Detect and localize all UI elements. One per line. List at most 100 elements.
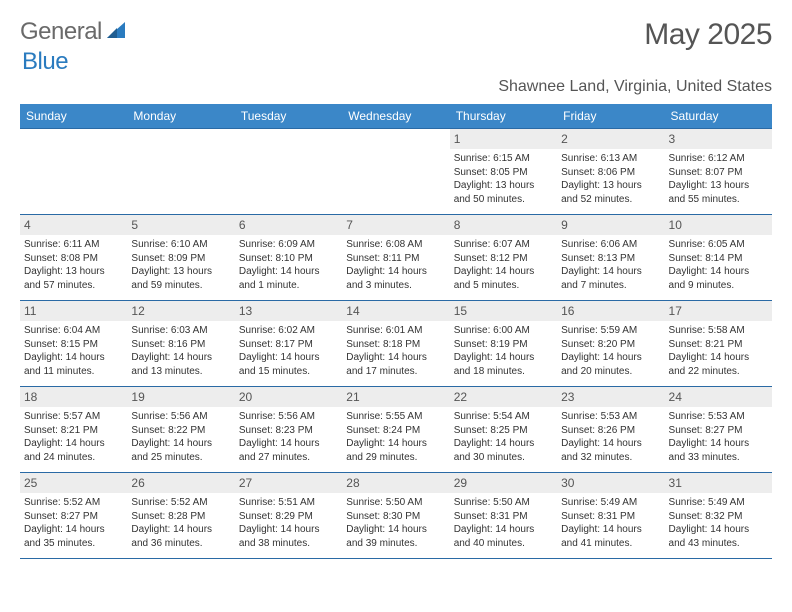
day-number: 2: [557, 129, 664, 149]
day-number: 25: [20, 473, 127, 493]
day-number: 19: [127, 387, 234, 407]
day-number: 17: [665, 301, 772, 321]
day-details: Sunrise: 5:54 AMSunset: 8:25 PMDaylight:…: [454, 410, 553, 464]
day-number: 24: [665, 387, 772, 407]
calendar-cell: [342, 129, 449, 215]
day-number: 21: [342, 387, 449, 407]
page-title: May 2025: [644, 18, 772, 52]
day-number: 7: [342, 215, 449, 235]
day-number: 23: [557, 387, 664, 407]
day-details: Sunrise: 5:53 AMSunset: 8:27 PMDaylight:…: [669, 410, 768, 464]
day-number: 5: [127, 215, 234, 235]
calendar-cell: 17 Sunrise: 5:58 AMSunset: 8:21 PMDayligh…: [665, 301, 772, 387]
day-details: Sunrise: 5:52 AMSunset: 8:28 PMDaylight:…: [131, 496, 230, 550]
day-details: Sunrise: 5:59 AMSunset: 8:20 PMDaylight:…: [561, 324, 660, 378]
weekday-header: Sunday: [20, 104, 127, 129]
day-details: Sunrise: 5:50 AMSunset: 8:31 PMDaylight:…: [454, 496, 553, 550]
calendar-cell: 28 Sunrise: 5:50 AMSunset: 8:30 PMDayligh…: [342, 473, 449, 559]
day-details: Sunrise: 5:49 AMSunset: 8:31 PMDaylight:…: [561, 496, 660, 550]
day-details: Sunrise: 6:13 AMSunset: 8:06 PMDaylight:…: [561, 152, 660, 206]
calendar-cell: 3Sunrise: 6:12 AMSunset: 8:07 PMDaylight…: [665, 129, 772, 215]
calendar-cell: 12 Sunrise: 6:03 AMSunset: 8:16 PMDayligh…: [127, 301, 234, 387]
day-details: Sunrise: 6:09 AMSunset: 8:10 PMDaylight:…: [239, 238, 338, 292]
weekday-header: Friday: [557, 104, 664, 129]
day-details: Sunrise: 6:01 AMSunset: 8:18 PMDaylight:…: [346, 324, 445, 378]
weekday-header: Saturday: [665, 104, 772, 129]
calendar-cell: 5 Sunrise: 6:10 AMSunset: 8:09 PMDaylight…: [127, 215, 234, 301]
calendar-cell: 20 Sunrise: 5:56 AMSunset: 8:23 PMDayligh…: [235, 387, 342, 473]
calendar-cell: 18 Sunrise: 5:57 AMSunset: 8:21 PMDayligh…: [20, 387, 127, 473]
day-details: Sunrise: 5:50 AMSunset: 8:30 PMDaylight:…: [346, 496, 445, 550]
calendar-cell: 29 Sunrise: 5:50 AMSunset: 8:31 PMDayligh…: [450, 473, 557, 559]
weekday-header-row: Sunday Monday Tuesday Wednesday Thursday…: [20, 104, 772, 129]
day-details: Sunrise: 5:49 AMSunset: 8:32 PMDaylight:…: [669, 496, 768, 550]
day-details: Sunrise: 5:58 AMSunset: 8:21 PMDaylight:…: [669, 324, 768, 378]
location-text: Shawnee Land, Virginia, United States: [20, 78, 772, 96]
day-number: 29: [450, 473, 557, 493]
day-number: 26: [127, 473, 234, 493]
calendar-cell: 4 Sunrise: 6:11 AMSunset: 8:08 PMDaylight…: [20, 215, 127, 301]
day-details: Sunrise: 6:10 AMSunset: 8:09 PMDaylight:…: [131, 238, 230, 292]
day-details: Sunrise: 5:56 AMSunset: 8:23 PMDaylight:…: [239, 410, 338, 464]
calendar-cell: 22 Sunrise: 5:54 AMSunset: 8:25 PMDayligh…: [450, 387, 557, 473]
day-details: Sunrise: 6:03 AMSunset: 8:16 PMDaylight:…: [131, 324, 230, 378]
day-details: Sunrise: 5:55 AMSunset: 8:24 PMDaylight:…: [346, 410, 445, 464]
calendar-cell: 10Sunrise: 6:05 AMSunset: 8:14 PMDayligh…: [665, 215, 772, 301]
day-number: 10: [665, 215, 772, 235]
calendar-cell: 26 Sunrise: 5:52 AMSunset: 8:28 PMDayligh…: [127, 473, 234, 559]
logo: General: [20, 18, 128, 46]
day-details: Sunrise: 6:06 AMSunset: 8:13 PMDaylight:…: [561, 238, 660, 292]
calendar-cell: 6 Sunrise: 6:09 AMSunset: 8:10 PMDaylight…: [235, 215, 342, 301]
day-number: 28: [342, 473, 449, 493]
calendar-row: 11 Sunrise: 6:04 AMSunset: 8:15 PMDayligh…: [20, 301, 772, 387]
calendar-body: 1Sunrise: 6:15 AMSunset: 8:05 PMDaylight…: [20, 129, 772, 559]
calendar-cell: 2 Sunrise: 6:13 AMSunset: 8:06 PMDaylight…: [557, 129, 664, 215]
day-number: 20: [235, 387, 342, 407]
day-number: 27: [235, 473, 342, 493]
day-number: 16: [557, 301, 664, 321]
weekday-header: Tuesday: [235, 104, 342, 129]
calendar-cell: 24 Sunrise: 5:53 AMSunset: 8:27 PMDayligh…: [665, 387, 772, 473]
day-details: Sunrise: 6:12 AMSunset: 8:07 PMDaylight:…: [669, 152, 768, 206]
calendar-cell: [127, 129, 234, 215]
calendar-cell: 11 Sunrise: 6:04 AMSunset: 8:15 PMDayligh…: [20, 301, 127, 387]
day-number: 15: [450, 301, 557, 321]
calendar-row: 18 Sunrise: 5:57 AMSunset: 8:21 PMDayligh…: [20, 387, 772, 473]
day-number: 13: [235, 301, 342, 321]
calendar-table: Sunday Monday Tuesday Wednesday Thursday…: [20, 104, 772, 559]
day-number: 6: [235, 215, 342, 235]
day-details: Sunrise: 6:08 AMSunset: 8:11 PMDaylight:…: [346, 238, 445, 292]
day-details: Sunrise: 6:07 AMSunset: 8:12 PMDaylight:…: [454, 238, 553, 292]
day-details: Sunrise: 5:51 AMSunset: 8:29 PMDaylight:…: [239, 496, 338, 550]
calendar-cell: 23 Sunrise: 5:53 AMSunset: 8:26 PMDayligh…: [557, 387, 664, 473]
calendar-cell: 15Sunrise: 6:00 AMSunset: 8:19 PMDayligh…: [450, 301, 557, 387]
calendar-cell: 30 Sunrise: 5:49 AMSunset: 8:31 PMDayligh…: [557, 473, 664, 559]
day-details: Sunrise: 6:04 AMSunset: 8:15 PMDaylight:…: [24, 324, 123, 378]
calendar-cell: 25Sunrise: 5:52 AMSunset: 8:27 PMDayligh…: [20, 473, 127, 559]
calendar-row: 1Sunrise: 6:15 AMSunset: 8:05 PMDaylight…: [20, 129, 772, 215]
day-number: 12: [127, 301, 234, 321]
day-number: 8: [450, 215, 557, 235]
weekday-header: Monday: [127, 104, 234, 129]
calendar-row: 4 Sunrise: 6:11 AMSunset: 8:08 PMDaylight…: [20, 215, 772, 301]
day-details: Sunrise: 6:15 AMSunset: 8:05 PMDaylight:…: [454, 152, 553, 206]
day-details: Sunrise: 6:11 AMSunset: 8:08 PMDaylight:…: [24, 238, 123, 292]
day-number: 14: [342, 301, 449, 321]
day-number: 9: [557, 215, 664, 235]
calendar-cell: 9 Sunrise: 6:06 AMSunset: 8:13 PMDaylight…: [557, 215, 664, 301]
calendar-cell: 1Sunrise: 6:15 AMSunset: 8:05 PMDaylight…: [450, 129, 557, 215]
header: General May 2025: [20, 18, 772, 52]
day-number: 31: [665, 473, 772, 493]
day-details: Sunrise: 6:02 AMSunset: 8:17 PMDaylight:…: [239, 324, 338, 378]
day-details: Sunrise: 5:57 AMSunset: 8:21 PMDaylight:…: [24, 410, 123, 464]
day-number: 4: [20, 215, 127, 235]
calendar-cell: 8 Sunrise: 6:07 AMSunset: 8:12 PMDaylight…: [450, 215, 557, 301]
logo-text-1: General: [20, 18, 102, 46]
day-details: Sunrise: 5:53 AMSunset: 8:26 PMDaylight:…: [561, 410, 660, 464]
day-number: 18: [20, 387, 127, 407]
calendar-cell: 16 Sunrise: 5:59 AMSunset: 8:20 PMDayligh…: [557, 301, 664, 387]
calendar-row: 25Sunrise: 5:52 AMSunset: 8:27 PMDayligh…: [20, 473, 772, 559]
day-number: 22: [450, 387, 557, 407]
day-number: 11: [20, 301, 127, 321]
day-number: 30: [557, 473, 664, 493]
